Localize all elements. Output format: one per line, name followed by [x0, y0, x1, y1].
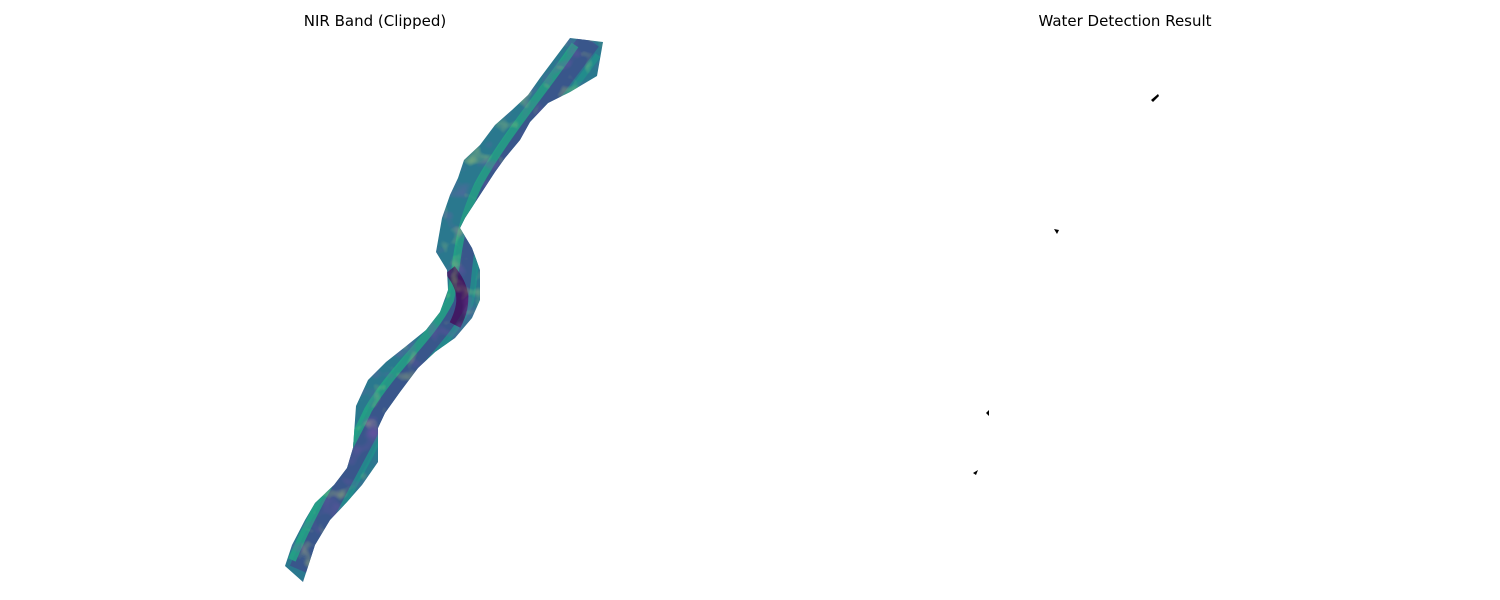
water-pixel-cluster — [986, 410, 989, 416]
nir-band-panel: NIR Band (Clipped) — [285, 12, 603, 582]
nir-band-image — [285, 38, 603, 582]
water-detection-image — [973, 94, 1159, 475]
nir-band-title: NIR Band (Clipped) — [303, 12, 447, 30]
water-pixel-cluster — [1054, 229, 1059, 234]
water-detection-panel: Water Detection Result — [750, 0, 1500, 600]
river-raster — [285, 38, 603, 582]
water-pixel-cluster — [1151, 94, 1159, 102]
water-pixel-cluster — [973, 470, 978, 475]
water-detection-title: Water Detection Result — [1038, 12, 1212, 30]
